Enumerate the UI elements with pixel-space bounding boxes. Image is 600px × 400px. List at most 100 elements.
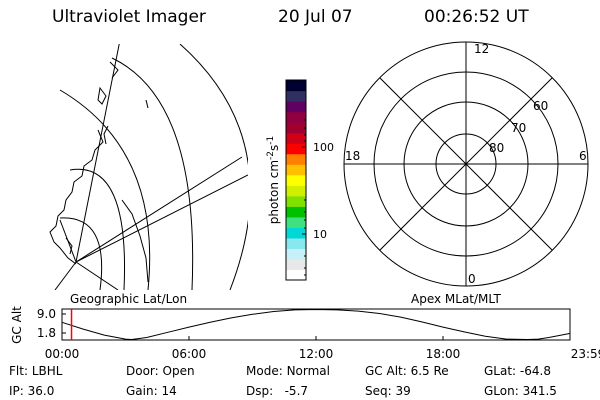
mlt-label: 12 xyxy=(474,42,489,56)
info-field: Seq: 39 xyxy=(365,385,411,397)
coastline xyxy=(65,237,73,255)
mlat-label: 60 xyxy=(533,99,548,113)
info-field-value: -5.7 xyxy=(276,384,309,398)
info-field-value: 36.0 xyxy=(27,384,55,398)
colorbar-step xyxy=(286,143,306,155)
date-label: 20 Jul 07 xyxy=(278,7,353,27)
info-field: Gain: 14 xyxy=(126,385,177,397)
alt-x-tick-label: 12:00 xyxy=(299,347,334,361)
info-field-label: Door: xyxy=(126,364,163,378)
mlt-label: 18 xyxy=(345,149,360,163)
info-field: IP: 36.0 xyxy=(9,385,54,397)
colorbar-step xyxy=(286,248,306,260)
coastline xyxy=(121,199,149,283)
latitude-arc xyxy=(179,44,248,290)
colorbar-tick-label: 100 xyxy=(313,141,334,154)
info-field-value: Open xyxy=(162,364,195,378)
info-field: Dsp: -5.7 xyxy=(246,385,308,397)
geographic-map xyxy=(49,44,248,290)
alt-y-label: GC Alt xyxy=(10,306,24,344)
meridian-line xyxy=(75,156,243,263)
mlat-label: 80 xyxy=(489,141,504,155)
colorbar-step xyxy=(286,185,306,197)
colorbar-step xyxy=(286,111,306,123)
mlt-label: 0 xyxy=(468,272,476,286)
alt-x-tick-label: 18:00 xyxy=(426,347,461,361)
info-field: Mode: Normal xyxy=(246,365,330,377)
colorbar-step xyxy=(286,195,306,207)
info-field-value: Normal xyxy=(286,364,330,378)
polar-panel-label: Apex MLat/MLT xyxy=(411,292,501,306)
colorbar-step xyxy=(286,80,306,92)
alt-x-tick-label: 06:00 xyxy=(172,347,207,361)
info-field-value: -64.8 xyxy=(519,364,551,378)
colorbar-frame xyxy=(285,79,307,281)
mlat-label: 70 xyxy=(511,121,526,135)
meridian-line xyxy=(75,174,248,263)
alt-y-tick-label: 9.0 xyxy=(37,307,56,321)
colorbar-step xyxy=(286,164,306,176)
colorbar-label: photon cm-2s-1 xyxy=(266,136,281,225)
latitude-arc xyxy=(111,57,194,290)
info-field-label: Gain: xyxy=(126,384,162,398)
info-field-label: GLon: xyxy=(484,384,523,398)
info-field-label: Seq: xyxy=(365,384,396,398)
info-field-label: Dsp: xyxy=(246,384,277,398)
colorbar-step xyxy=(286,258,306,271)
colorbar-tick-label: 10 xyxy=(313,228,327,241)
info-field: Flt: LBHL xyxy=(9,365,62,377)
mlt-label: 6 xyxy=(579,149,587,163)
alt-y-tick-label: 1.8 xyxy=(37,326,56,340)
info-field-label: IP: xyxy=(9,384,28,398)
info-field: GLon: 341.5 xyxy=(484,385,557,397)
mlt-diagonal xyxy=(379,77,553,251)
colorbar-step xyxy=(286,227,306,239)
alt-x-ticks: 00:00 06:00 12:00 18:00 23:59 xyxy=(45,336,600,361)
latitude-arc xyxy=(59,89,151,290)
colorbar-step xyxy=(286,237,306,250)
info-field-label: GC Alt: xyxy=(365,364,411,378)
colorbar-step xyxy=(286,122,306,134)
info-field-label: Flt: xyxy=(9,364,32,378)
time-label: 00:26:52 UT xyxy=(424,7,529,27)
info-field: GLat: -64.8 xyxy=(484,365,551,377)
alt-x-tick-label: 00:00 xyxy=(45,347,80,361)
meridian-line xyxy=(75,261,119,290)
meridian-line xyxy=(54,261,77,290)
info-field-value: 14 xyxy=(161,384,177,398)
colorbar-step xyxy=(286,132,306,144)
info-field-value: 341.5 xyxy=(522,384,557,398)
info-field-value: LBHL xyxy=(31,364,63,378)
alt-chart-frame xyxy=(61,308,571,341)
coastline xyxy=(103,125,109,145)
alt-curve xyxy=(61,308,570,341)
alt-y-ticks: 9.01.8 xyxy=(37,307,66,340)
coastline xyxy=(109,61,119,79)
colorbar-ticks: 10 100 xyxy=(302,119,334,276)
info-field: GC Alt: 6.5 Re xyxy=(365,365,449,377)
info-field-label: Mode: xyxy=(246,364,287,378)
coastline xyxy=(145,99,149,109)
instrument-title: Ultraviolet Imager xyxy=(52,7,206,27)
colorbar-step xyxy=(286,90,306,102)
meridian-line xyxy=(75,44,120,263)
colorbar: 10 100 photon cm-2s-1 xyxy=(266,79,334,281)
colorbar-step xyxy=(286,101,306,113)
colorbar-step xyxy=(286,153,306,165)
coastline xyxy=(49,129,104,265)
coastline xyxy=(97,86,107,105)
colorbar-step xyxy=(286,216,306,228)
colorbar-step xyxy=(286,269,306,281)
alt-x-tick-label: 23:59 xyxy=(571,347,600,361)
map-panel-label: Geographic Lat/Lon xyxy=(70,292,187,306)
colorbar-step xyxy=(286,174,306,186)
info-field-value: 39 xyxy=(395,384,411,398)
info-field: Door: Open xyxy=(126,365,195,377)
colorbar-step xyxy=(286,206,306,218)
info-field-value: 6.5 Re xyxy=(410,364,449,378)
info-field-label: GLat: xyxy=(484,364,520,378)
